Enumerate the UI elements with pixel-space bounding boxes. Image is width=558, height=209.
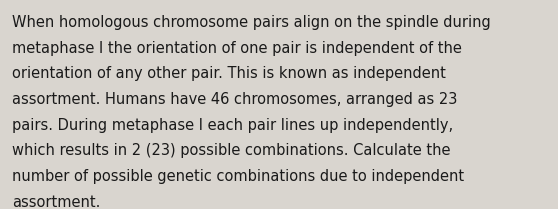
- Text: number of possible genetic combinations due to independent: number of possible genetic combinations …: [12, 169, 464, 184]
- Text: When homologous chromosome pairs align on the spindle during: When homologous chromosome pairs align o…: [12, 15, 490, 30]
- Text: pairs. During metaphase I each pair lines up independently,: pairs. During metaphase I each pair line…: [12, 118, 453, 133]
- Text: assortment.: assortment.: [12, 195, 100, 209]
- Text: assortment. Humans have 46 chromosomes, arranged as 23: assortment. Humans have 46 chromosomes, …: [12, 92, 458, 107]
- Text: metaphase I the orientation of one pair is independent of the: metaphase I the orientation of one pair …: [12, 41, 462, 56]
- Text: which results in 2 (23) possible combinations. Calculate the: which results in 2 (23) possible combina…: [12, 143, 450, 158]
- Text: orientation of any other pair. This is known as independent: orientation of any other pair. This is k…: [12, 66, 446, 81]
